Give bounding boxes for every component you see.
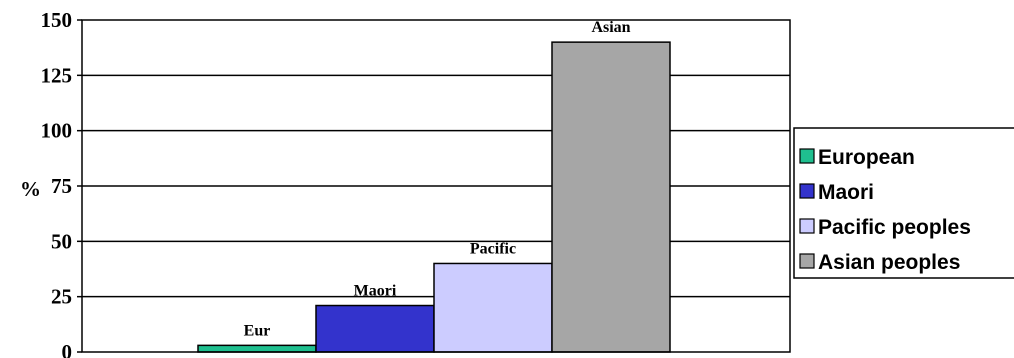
bar-asian-peoples: [551, 41, 671, 353]
plot-area-frame: [81, 19, 791, 353]
gridlines: [82, 74, 790, 298]
y-tick-label: 50: [51, 229, 72, 253]
y-axis-ticks: 0 25 50 75 100 125 150: [41, 8, 82, 358]
bar-pacific-peoples: [433, 262, 553, 353]
y-tick-label: 75: [51, 174, 72, 198]
legend-box: [793, 127, 1014, 279]
data-labels: Eur Maori Pacific Asian: [244, 19, 631, 339]
data-label: Pacific: [470, 240, 516, 257]
legend-label: European: [818, 146, 915, 169]
bar-european: [197, 344, 317, 353]
data-label: Eur: [244, 322, 271, 339]
legend-swatch: [799, 218, 815, 234]
bars: [197, 41, 671, 353]
y-axis-label: %: [20, 177, 41, 201]
legend-swatch: [799, 183, 815, 199]
y-tick-label: 125: [41, 63, 73, 87]
legend-swatch: [799, 148, 815, 164]
data-label: Asian: [591, 19, 630, 36]
legend: European Maori Pacific peoples Asian people…: [793, 127, 1014, 279]
legend-label: Asian peoples: [818, 251, 960, 274]
y-tick-label: 0: [62, 340, 73, 358]
y-tick-label: 150: [41, 8, 73, 32]
legend-swatch: [799, 253, 815, 269]
y-tick-label: 25: [51, 285, 72, 309]
y-tick-label: 100: [41, 119, 73, 143]
data-label: Maori: [354, 283, 397, 300]
bar-maori: [315, 304, 435, 353]
legend-label: Pacific peoples: [818, 216, 971, 239]
legend-label: Maori: [818, 181, 874, 204]
